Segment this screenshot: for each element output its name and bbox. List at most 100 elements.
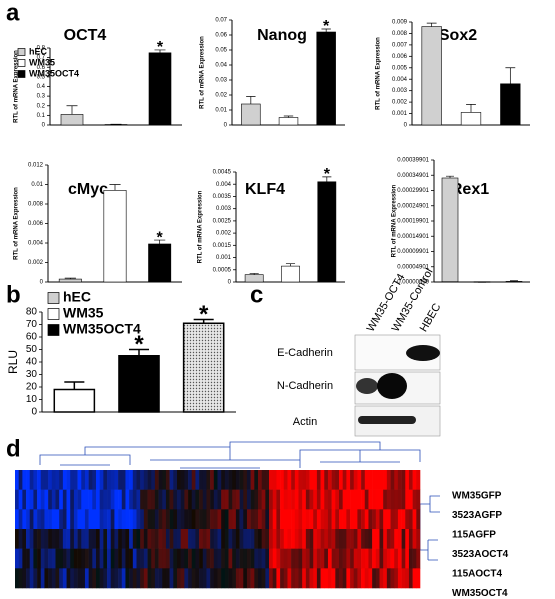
chart: -0.00000099 0.00004901 0.00009901 0.0001490… — [392, 158, 530, 286]
heatmap-cell — [169, 568, 174, 589]
legend-swatch — [17, 48, 26, 56]
heatmap-cell — [44, 470, 49, 490]
heatmap-cell — [55, 489, 60, 510]
heatmap-cell — [162, 548, 167, 569]
heatmap-cell — [379, 489, 384, 510]
heatmap-cell — [132, 509, 137, 530]
y-tick-label: 0.006 — [392, 54, 408, 60]
heatmap-cell — [143, 529, 148, 549]
error-bar — [64, 381, 85, 390]
heatmap-cell — [291, 509, 296, 530]
error-bar — [66, 105, 78, 115]
heatmap-cell — [22, 489, 27, 510]
heatmap-cell — [110, 470, 115, 490]
heatmap-cell — [180, 548, 185, 569]
heatmap-cell — [298, 509, 303, 530]
heatmap-cell — [224, 548, 229, 569]
heatmap-cell — [114, 548, 119, 569]
heatmap-cell — [66, 548, 71, 569]
heatmap-cell — [154, 548, 159, 569]
heatmap-cell — [235, 529, 240, 549]
heatmap-cell — [394, 548, 399, 569]
heatmap-cell — [125, 509, 130, 530]
chart-title: Rex1 — [451, 181, 489, 198]
heatmap-cell — [368, 548, 373, 569]
heatmap-cell — [99, 489, 104, 510]
heatmap-cell — [184, 470, 189, 490]
heatmap-cell — [305, 470, 310, 490]
heatmap-cell — [147, 568, 152, 589]
y-tick-label: 0.002 — [216, 231, 232, 237]
heatmap-cell — [217, 529, 222, 549]
legend-label: WM35 — [63, 305, 104, 321]
heatmap-cell — [272, 489, 277, 510]
heatmap-cell — [221, 509, 226, 530]
heatmap-cell — [258, 568, 262, 589]
heatmap-cell — [129, 568, 134, 589]
heatmap-cell — [412, 489, 417, 510]
heatmap-cell — [136, 529, 141, 549]
heatmap-cell — [73, 529, 78, 549]
legend-swatch — [17, 70, 26, 78]
heatmap-cell — [254, 529, 259, 549]
heatmap-cell — [364, 509, 369, 530]
error-bar — [285, 263, 296, 267]
heatmap-cell — [81, 489, 86, 510]
heatmap-cell — [313, 568, 318, 589]
heatmap-cell — [350, 568, 355, 589]
heatmap-cell — [202, 489, 207, 510]
heatmap-cell — [239, 489, 244, 510]
heatmap-cell — [305, 529, 310, 549]
heatmap-cell — [84, 509, 89, 530]
heatmap-cell — [265, 489, 270, 510]
heatmap-cell — [269, 509, 274, 530]
y-tick-label: 0.0015 — [213, 243, 232, 249]
bar — [460, 112, 482, 126]
heatmap-cell — [339, 548, 343, 569]
chart-title: cMyc — [68, 181, 108, 198]
heatmap-cell — [361, 568, 366, 589]
heatmap-cell — [48, 529, 53, 549]
heatmap-cell — [342, 529, 347, 549]
heatmap-cell — [339, 568, 343, 589]
heatmap-cell — [29, 509, 34, 530]
heatmap-cell — [48, 489, 53, 510]
heatmap-cell — [210, 568, 215, 589]
heatmap-cell — [195, 509, 200, 530]
heatmap-cell — [180, 509, 185, 530]
heatmap-cell — [158, 489, 163, 510]
heatmap-cell — [213, 568, 218, 589]
heatmap-cell — [84, 489, 89, 510]
heatmap-cell — [265, 470, 270, 490]
heatmap-cell — [96, 509, 100, 530]
heatmap-cell — [165, 470, 170, 490]
y-tick-label: -0.00000099 — [395, 280, 429, 286]
heatmap-cell — [110, 529, 115, 549]
heatmap-cell — [114, 470, 119, 490]
heatmap-cell — [250, 548, 255, 569]
heatmap-cell — [96, 489, 100, 510]
heatmap-cell — [77, 509, 82, 530]
y-tick-label: 0.6 — [37, 65, 46, 71]
heatmap-cell — [394, 489, 399, 510]
heatmap-cell — [313, 470, 318, 490]
heatmap-cell — [405, 529, 410, 549]
y-tick-label: 0.008 — [392, 31, 408, 37]
heatmap-cell — [33, 509, 38, 530]
heatmap-cell — [235, 489, 240, 510]
heatmap-cell — [40, 509, 45, 530]
heatmap-cell — [254, 548, 259, 569]
heatmap-cell — [191, 470, 196, 490]
heatmap-cell — [386, 489, 391, 510]
heatmap-cell — [55, 470, 60, 490]
y-tick-label: 0 — [40, 280, 44, 286]
heatmap-cell — [390, 548, 395, 569]
heatmap-cell — [125, 489, 130, 510]
y-tick-label: 0.02 — [215, 93, 227, 99]
heatmap-cell — [375, 548, 380, 569]
heatmap-cell — [48, 568, 53, 589]
heatmap-cell — [217, 568, 222, 589]
bar — [421, 26, 442, 126]
heatmap-cell — [298, 529, 303, 549]
heatmap-cell — [379, 548, 384, 569]
